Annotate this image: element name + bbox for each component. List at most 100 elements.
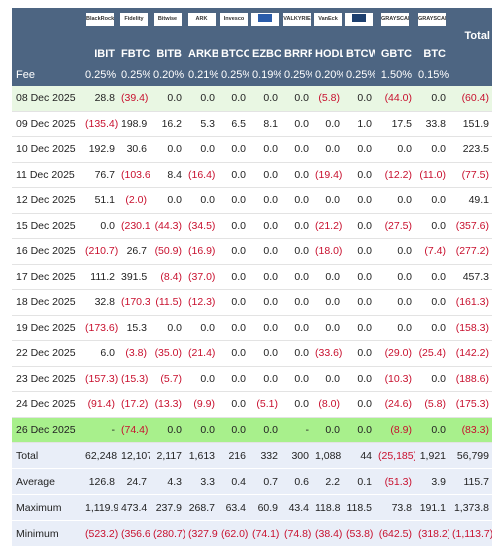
cell: (10.3) [375, 366, 415, 392]
cell: 0.0 [218, 187, 249, 214]
cell: 0.0 [281, 111, 312, 137]
fund-logo: VALKYRIE [283, 12, 311, 26]
cell: 0.0 [218, 366, 249, 392]
cell: 0.0 [218, 136, 249, 163]
cell: 12,107 [118, 442, 150, 469]
cell: 1,613 [185, 442, 218, 469]
cell: 237.9 [150, 494, 185, 521]
cell: 0.0 [185, 136, 218, 163]
cell: 0.0 [249, 264, 281, 290]
cell: (35.0) [150, 340, 185, 367]
fee-total-blank [449, 63, 492, 86]
fund-logo [251, 12, 279, 26]
cell: (74.1) [249, 520, 281, 547]
cell: 0.0 [281, 162, 312, 188]
data-row: 08 Dec 2025 28.8 (39.4) 0.0 0.0 0.0 0.0 0.0 (5.8… [12, 86, 492, 112]
cell: 15.3 [118, 315, 150, 341]
cell: 30.6 [118, 136, 150, 163]
cell: 192.9 [82, 136, 118, 163]
cell: (230.1) [118, 213, 150, 239]
cell: (3.8) [118, 340, 150, 367]
ticker: IBIT [82, 30, 118, 63]
cell: (2.0) [118, 187, 150, 214]
logo-cell: Fidelity [118, 8, 150, 30]
data-row: 15 Dec 20250.0(230.1)(44.3)(34.5)0.00.00… [12, 213, 492, 239]
cell: 2.2 [312, 468, 343, 495]
cell: 0.7 [249, 468, 281, 495]
cell: 0.0 [150, 417, 185, 443]
cell: 3.9 [415, 468, 449, 495]
cell: 0.0 [415, 187, 449, 214]
cell: (17.2) [118, 391, 150, 418]
cell: 0.0 [415, 289, 449, 316]
data-row: 09 Dec 2025 (135.4) 198.9 16.2 5.3 6.5 8.1 0.0 0… [12, 111, 492, 137]
cell: 151.9 [449, 111, 492, 137]
cell: 0.6 [281, 468, 312, 495]
ticker: BTCW [343, 30, 375, 63]
cell: (13.3) [150, 391, 185, 418]
data-row: 11 Dec 202576.7(103.6)8.4(16.4)0.00.00.0… [12, 162, 492, 188]
cell: 0.0 [249, 86, 281, 112]
fund-logo: Bitwise [153, 12, 182, 26]
cell: 63.4 [218, 494, 249, 521]
cell: 332 [249, 442, 281, 469]
cell: (5.1) [249, 391, 281, 418]
cell: 0.0 [343, 340, 375, 367]
cell: 0.0 [343, 315, 375, 341]
cell: 0.0 [281, 213, 312, 239]
row-label: 17 Dec 2025 [12, 264, 82, 290]
etf-flow-table: BlackRock Fidelity Bitwise ARK Invesco VALKYR… [12, 8, 492, 547]
cell: (8.4) [150, 264, 185, 290]
cell: (327.9) [185, 520, 218, 547]
cell: (91.4) [82, 391, 118, 418]
cell: (19.4) [312, 162, 343, 188]
logo-cell: GRAYSCALE [375, 8, 415, 30]
cell: (11.5) [150, 289, 185, 316]
cell: (21.4) [185, 340, 218, 367]
cell: 32.8 [82, 289, 118, 316]
cell: (16.4) [185, 162, 218, 188]
row-label: 09 Dec 2025 [12, 111, 82, 137]
cell: (18.0) [312, 238, 343, 265]
cell: 0.0 [343, 162, 375, 188]
cell: (173.6) [82, 315, 118, 341]
cell: 0.0 [343, 213, 375, 239]
cell: (39.4) [118, 86, 150, 112]
cell: (5.7) [150, 366, 185, 392]
cell: (157.3) [82, 366, 118, 392]
cell: 6.0 [82, 340, 118, 367]
cell: 0.0 [249, 213, 281, 239]
cell: 0.0 [82, 213, 118, 239]
cell: (44.0) [375, 86, 415, 112]
cell: (103.6) [118, 162, 150, 188]
cell: 1,088 [312, 442, 343, 469]
row-label: 16 Dec 2025 [12, 238, 82, 265]
cell: 0.0 [312, 417, 343, 443]
cell: (170.3) [118, 289, 150, 316]
cell: 0.0 [218, 162, 249, 188]
data-row: 10 Dec 2025 192.9 30.6 0.0 0.0 0.0 0.0 0.0 0.0 0.… [12, 136, 492, 163]
data-row: 24 Dec 2025 (91.4) (17.2) (13.3) (9.9) 0.0 (5.… [12, 391, 492, 418]
logo-row: BlackRock Fidelity Bitwise ARK Invesco VALKYR… [12, 8, 492, 63]
cell: 0.0 [343, 289, 375, 316]
cell: 118.8 [312, 494, 343, 521]
corner-cell [12, 30, 82, 63]
cell: 0.0 [150, 136, 185, 163]
cell: (280.7) [150, 520, 185, 547]
cell: 198.9 [118, 111, 150, 137]
cell: 0.0 [415, 417, 449, 443]
cell: 4.3 [150, 468, 185, 495]
cell: (29.0) [375, 340, 415, 367]
cell: 0.0 [218, 340, 249, 367]
cell: (135.4) [82, 111, 118, 137]
cell: (1,113.7) [449, 520, 492, 547]
data-row: 18 Dec 202532.8(170.3)(11.5)(12.3)0.00.0… [12, 289, 492, 316]
cell: (12.3) [185, 289, 218, 316]
data-row: 12 Dec 2025 51.1 (2.0) 0.0 0.0 0.0 0.0 0.0 0.0 0.… [12, 187, 492, 214]
cell: (25,185) [375, 442, 415, 469]
row-label: 23 Dec 2025 [12, 366, 82, 392]
cell: 0.0 [185, 417, 218, 443]
cell: (161.3) [449, 289, 492, 316]
cell: 0.0 [343, 238, 375, 265]
cell: - [82, 417, 118, 443]
